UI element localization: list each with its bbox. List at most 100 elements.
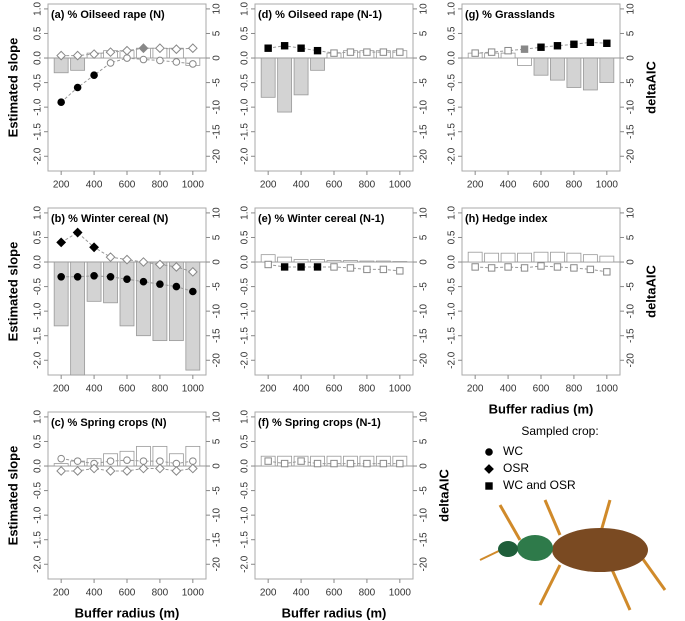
x-tick-label: 1000 — [389, 180, 412, 191]
y-tick-label: 1.0 — [33, 410, 44, 424]
point — [156, 280, 164, 288]
x-axis-label: Buffer radius (m) — [282, 605, 387, 620]
y2-tick-label: -10 — [419, 303, 430, 318]
y2-tick-label: 5 — [419, 438, 430, 444]
y2-tick-label: -5 — [212, 486, 223, 495]
y2-tick-label: -15 — [419, 328, 430, 343]
point — [330, 263, 338, 271]
point — [122, 254, 132, 265]
x-tick-label: 400 — [293, 180, 310, 191]
plot-frame — [254, 411, 414, 580]
x-tick-label: 200 — [467, 384, 484, 395]
point — [603, 39, 611, 47]
x-tick-label: 600 — [326, 384, 343, 395]
point — [187, 463, 198, 474]
x-tick-label: 1000 — [182, 180, 205, 191]
bar — [533, 57, 549, 76]
point — [138, 257, 149, 267]
point — [89, 49, 99, 60]
y-tick-label: 1.0 — [447, 2, 458, 16]
y2-tick-label: -20 — [419, 557, 430, 572]
y-tick-label: 0.0 — [33, 459, 44, 473]
y2-tick-label: -5 — [419, 486, 430, 495]
point — [105, 466, 116, 476]
y2-tick-label: 0 — [212, 463, 223, 469]
bar — [467, 251, 483, 263]
y2-tick-label: -15 — [419, 532, 430, 547]
x-tick-label: 600 — [326, 180, 343, 191]
x-tick-label: 1000 — [182, 384, 205, 395]
point — [485, 448, 493, 456]
point — [73, 83, 82, 92]
y2-tick-label: -15 — [626, 328, 637, 343]
y-tick-label: 0.0 — [240, 459, 251, 473]
bar — [566, 252, 582, 263]
y2-tick-label: -5 — [419, 78, 430, 87]
point — [363, 265, 371, 274]
y2-tick-label: 5 — [212, 30, 223, 36]
y2-tick-label: 5 — [212, 234, 223, 240]
y-tick-label: -1.5 — [447, 327, 458, 345]
x-tick-label: 800 — [359, 180, 376, 191]
y-tick-label: -1.0 — [33, 98, 44, 116]
x-tick-label: 600 — [326, 588, 343, 599]
x-tick-label: 1000 — [389, 384, 412, 395]
x-tick-label: 600 — [119, 588, 136, 599]
x-tick-label: 600 — [119, 180, 136, 191]
y-tick-label: 1.0 — [33, 206, 44, 220]
y2-tick-label: -20 — [212, 149, 223, 164]
point — [89, 463, 99, 474]
point — [57, 272, 65, 281]
point — [297, 44, 305, 52]
y2-tick-label: 5 — [212, 438, 223, 444]
point — [313, 459, 322, 468]
bar — [260, 57, 276, 98]
y2-tick-label: 10 — [212, 207, 223, 219]
y-tick-label: 0.5 — [33, 434, 44, 448]
point — [123, 275, 131, 284]
point — [189, 287, 197, 296]
bar — [517, 252, 532, 263]
y2-tick-label: -20 — [419, 353, 430, 368]
y-tick-label: -1.5 — [33, 531, 44, 549]
y-tick-label: -1.5 — [240, 531, 251, 549]
y-tick-label: 0.5 — [33, 26, 44, 40]
legend-label: WC — [503, 444, 523, 458]
legend-label: WC and OSR — [503, 478, 576, 492]
point — [471, 263, 479, 271]
y2-tick-label: 10 — [212, 411, 223, 423]
y-tick-label: -1.5 — [33, 123, 44, 141]
x-tick-label: 400 — [293, 588, 310, 599]
point — [297, 457, 305, 465]
y2-tick-label: -15 — [212, 532, 223, 547]
bar — [310, 259, 325, 263]
x-tick-label: 200 — [467, 180, 484, 191]
x-tick-label: 800 — [359, 384, 376, 395]
point — [379, 459, 388, 468]
point — [471, 49, 479, 57]
point — [106, 457, 115, 465]
point — [603, 268, 611, 276]
y-tick-label: -0.5 — [240, 278, 251, 296]
y2-tick-label: 10 — [419, 3, 430, 15]
y-tick-label: -2.0 — [240, 351, 251, 369]
x-tick-label: 1000 — [389, 588, 412, 599]
point — [280, 459, 289, 468]
x-tick-label: 800 — [359, 588, 376, 599]
point — [487, 48, 496, 56]
y-tick-label: -1.0 — [240, 302, 251, 320]
y-tick-label: -0.5 — [33, 278, 44, 296]
plot-frame — [254, 207, 414, 376]
y-axis-label: Estimated slope — [5, 446, 20, 546]
point — [56, 50, 67, 61]
point — [155, 259, 165, 270]
bar — [168, 261, 184, 342]
bar — [53, 261, 69, 327]
x-axis-label: Buffer radius (m) — [489, 401, 594, 416]
y-tick-label: 1.0 — [240, 206, 251, 220]
y2-tick-label: -5 — [626, 78, 637, 87]
point — [56, 466, 67, 476]
y-tick-label: -2.0 — [33, 351, 44, 369]
point — [123, 456, 131, 464]
y2-tick-label: -10 — [212, 507, 223, 522]
